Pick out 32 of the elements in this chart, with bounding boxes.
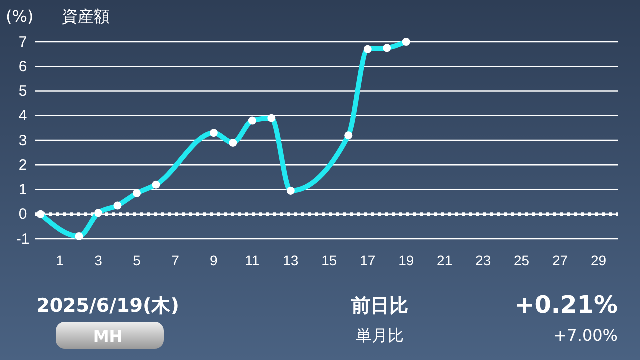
text: +0.21% — [514, 291, 618, 319]
x-tick-label: 7 — [172, 252, 180, 268]
chart-title: 資産額 — [62, 7, 110, 26]
text: 前日比 — [350, 295, 408, 317]
y-tick-label: 1 — [18, 182, 28, 199]
x-tick-label: 19 — [398, 252, 414, 268]
y-tick-label: 6 — [18, 58, 28, 76]
x-tick-label: 5 — [133, 252, 142, 268]
text: +7.00% — [554, 326, 618, 345]
y-tick-label: 5 — [18, 83, 28, 100]
x-tick-label: 17 — [360, 252, 376, 268]
x-tick-label: 29 — [590, 252, 607, 268]
y-tick-label: 3 — [18, 132, 28, 150]
x-tick-label: 15 — [322, 252, 338, 268]
text: MH — [93, 327, 123, 346]
y-tick-label: 7 — [18, 34, 28, 51]
x-tick-label: 25 — [514, 252, 530, 268]
x-tick-label: 3 — [94, 252, 103, 268]
text: 2025/6/19(木) — [36, 295, 180, 317]
x-tick-label: 23 — [476, 252, 492, 268]
x-tick-label: 9 — [210, 252, 218, 268]
y-tick-label: 0 — [18, 206, 28, 224]
x-tick-label: 1 — [56, 252, 64, 268]
text: 単月比 — [356, 326, 404, 345]
y-axis-title: (%) — [6, 7, 34, 26]
x-tick-label: 21 — [437, 252, 453, 268]
x-tick-label: 27 — [552, 252, 568, 268]
y-tick-label: -1 — [16, 230, 30, 248]
x-tick-label: 11 — [245, 252, 260, 268]
y-tick-label: 2 — [18, 156, 28, 174]
y-tick-label: 4 — [18, 108, 28, 125]
x-tick-label: 13 — [283, 252, 299, 268]
